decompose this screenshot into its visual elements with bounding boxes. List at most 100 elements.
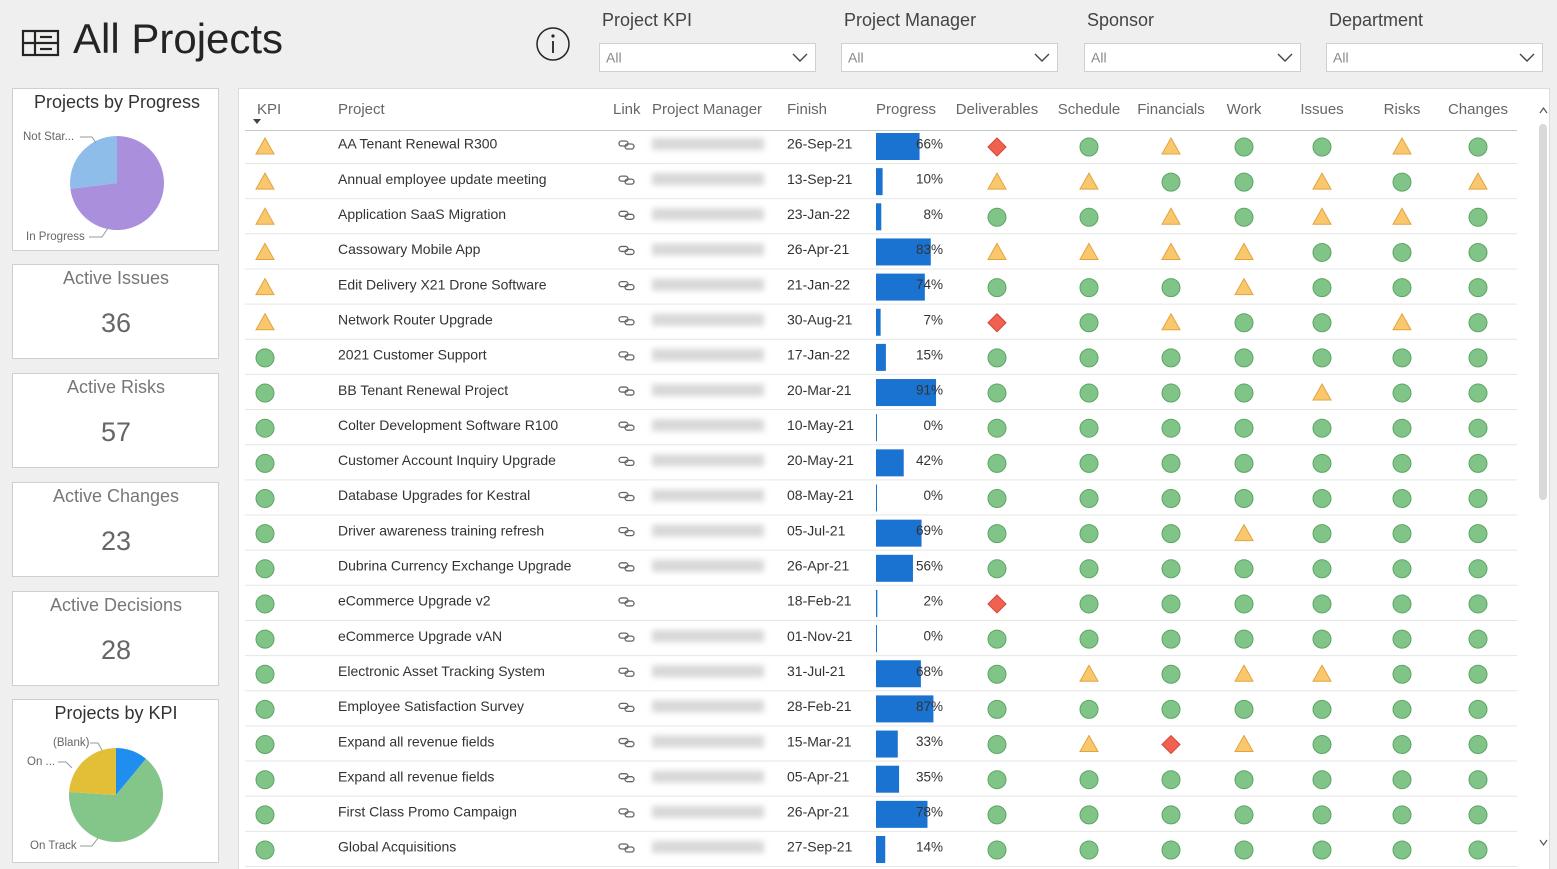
- scrollbar[interactable]: [1539, 106, 1548, 847]
- metric-value: 28: [101, 635, 131, 665]
- dropdown-box[interactable]: [1084, 43, 1301, 72]
- link-icon[interactable]: [618, 175, 635, 185]
- column-header[interactable]: Changes: [1448, 101, 1508, 118]
- progress-bar: [876, 273, 925, 301]
- link-icon[interactable]: [618, 245, 635, 256]
- link-icon[interactable]: [618, 316, 635, 326]
- link-part: [624, 635, 635, 642]
- filter-dropdown[interactable]: All: [599, 43, 816, 72]
- status-green: [1079, 840, 1099, 860]
- link-icon[interactable]: [618, 737, 635, 748]
- table-row[interactable]: AA Tenant Renewal R300 26-Sep-21 66%: [338, 133, 943, 160]
- column-header[interactable]: KPI: [257, 101, 281, 118]
- sort-indicator: [253, 119, 261, 124]
- column-header[interactable]: Progress: [876, 101, 936, 118]
- column-header[interactable]: Issues: [1300, 101, 1343, 118]
- status-green: [1312, 453, 1332, 473]
- progress-label: 33%: [916, 734, 943, 749]
- status-green: [1468, 735, 1488, 755]
- link-icon[interactable]: [618, 386, 635, 396]
- link-part: [624, 494, 635, 502]
- link-icon[interactable]: [618, 527, 635, 537]
- column-header[interactable]: Financials: [1137, 101, 1205, 118]
- table-row[interactable]: Cassowary Mobile App 26-Apr-21 83%: [338, 238, 943, 266]
- status-green: [1161, 699, 1181, 719]
- status-green: [1079, 137, 1099, 157]
- table-row[interactable]: eCommerce Upgrade v2 18-Feb-21 2%: [338, 589, 943, 617]
- finish-date: 27-Sep-21: [787, 839, 853, 855]
- table-row[interactable]: Network Router Upgrade 30-Aug-21 7%: [338, 308, 943, 336]
- dropdown-box[interactable]: [841, 43, 1058, 72]
- table-row[interactable]: 2021 Customer Support 17-Jan-22 15%: [338, 343, 943, 371]
- column-header[interactable]: Schedule: [1058, 101, 1121, 118]
- progress-label: 42%: [916, 453, 943, 468]
- table-row[interactable]: BB Tenant Renewal Project 20-Mar-21 91%: [338, 379, 943, 407]
- link-icon[interactable]: [618, 351, 635, 361]
- link-icon[interactable]: [618, 140, 635, 150]
- link-icon[interactable]: [618, 597, 635, 607]
- finish-date: 31-Jul-21: [787, 663, 846, 679]
- table-row[interactable]: Edit Delivery X21 Drone Software 21-Jan-2…: [338, 273, 943, 301]
- dropdown-box[interactable]: [599, 43, 816, 72]
- table-row[interactable]: Annual employee update meeting 13-Sep-21 1…: [338, 168, 943, 196]
- dropdown-box[interactable]: [1326, 43, 1543, 72]
- link-icon[interactable]: [618, 210, 635, 220]
- link-part: [624, 459, 635, 467]
- table-row[interactable]: Driver awareness training refresh 05-Jul-…: [338, 519, 943, 547]
- table-row[interactable]: Expand all revenue fields 05-Apr-21 35%: [338, 765, 943, 793]
- status-green: [1161, 805, 1181, 825]
- link-icon[interactable]: [618, 632, 635, 642]
- filter-dropdown[interactable]: All: [1084, 43, 1301, 72]
- column-header[interactable]: Risks: [1384, 101, 1421, 118]
- column-header[interactable]: Project Manager: [652, 101, 762, 118]
- column-header[interactable]: Project: [338, 101, 386, 118]
- status-green: [1234, 770, 1254, 790]
- table-row[interactable]: Expand all revenue fields 15-Mar-21 33%: [338, 730, 943, 758]
- table-row[interactable]: Employee Satisfaction Survey 28-Feb-21 87%: [338, 695, 943, 723]
- link-icon[interactable]: [618, 773, 635, 783]
- link-icon[interactable]: [618, 667, 635, 677]
- dropdown-chevron: [1277, 53, 1293, 62]
- page-title: All Projects: [73, 15, 283, 62]
- filter-dropdown[interactable]: All: [1326, 43, 1543, 72]
- column-header[interactable]: Finish: [787, 101, 827, 118]
- link-icon[interactable]: [618, 421, 635, 431]
- filter-dropdown[interactable]: All: [841, 43, 1058, 72]
- status-green: [255, 699, 275, 719]
- metric-label: Active Decisions: [50, 595, 182, 615]
- pie-label: Not Star...: [23, 131, 74, 143]
- table-row[interactable]: Customer Account Inquiry Upgrade 20-May-2…: [338, 449, 943, 477]
- column-header[interactable]: Link: [613, 101, 641, 118]
- link-icon[interactable]: [618, 808, 635, 818]
- link-icon[interactable]: [618, 456, 635, 467]
- column-header[interactable]: Work: [1227, 101, 1262, 118]
- metric-card: [12, 482, 219, 577]
- status-amber: [1079, 172, 1099, 190]
- table-row[interactable]: Dubrina Currency Exchange Upgrade 26-Apr-…: [338, 554, 943, 582]
- table-row[interactable]: Database Upgrades for Kestral 08-May-21 0%: [338, 484, 943, 512]
- status-green: [255, 453, 275, 473]
- link-icon[interactable]: [618, 491, 635, 502]
- project-name: eCommerce Upgrade v2: [338, 593, 491, 609]
- status-green: [1234, 699, 1254, 719]
- status-green: [255, 559, 275, 579]
- table-row[interactable]: First Class Promo Campaign 26-Apr-21 78%: [338, 800, 943, 828]
- status-green: [1392, 172, 1412, 192]
- link-icon[interactable]: [618, 702, 635, 713]
- table-row[interactable]: Application SaaS Migration 23-Jan-22 8%: [338, 203, 943, 231]
- link-icon[interactable]: [618, 280, 635, 291]
- progress-label: 8%: [923, 207, 943, 222]
- project-name: Edit Delivery X21 Drone Software: [338, 276, 547, 292]
- table-row[interactable]: eCommerce Upgrade vAN 01-Nov-21 0%: [338, 625, 943, 653]
- link-icon[interactable]: [618, 562, 635, 572]
- table-row[interactable]: Colter Development Software R100 10-May-2…: [338, 414, 943, 442]
- table-row[interactable]: Electronic Asset Tracking System 31-Jul-2…: [338, 660, 943, 688]
- info-button[interactable]: [536, 27, 570, 61]
- table-row[interactable]: Global Acquisitions 27-Sep-21 14%: [338, 836, 943, 863]
- link-icon[interactable]: [618, 843, 635, 853]
- link-part: [624, 319, 635, 326]
- status-green: [1392, 805, 1412, 825]
- manager-blurred: [652, 841, 764, 853]
- column-header[interactable]: Deliverables: [956, 101, 1039, 118]
